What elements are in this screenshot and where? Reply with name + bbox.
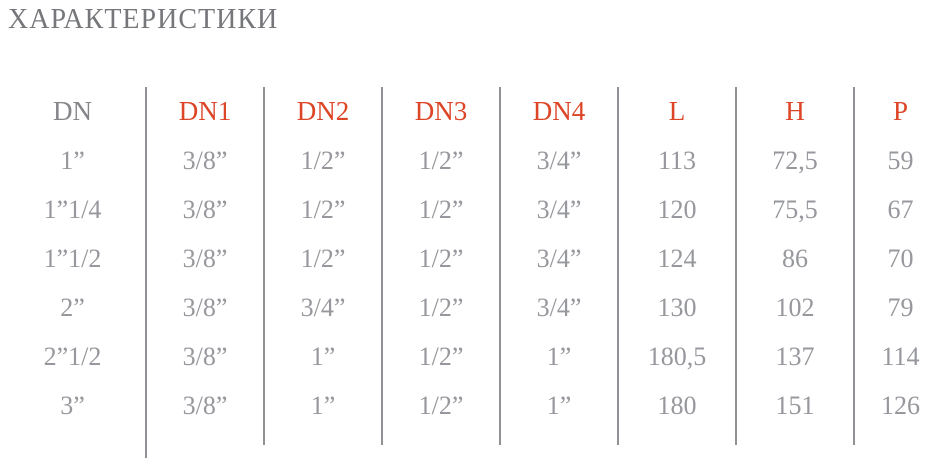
column-divider <box>853 430 946 445</box>
table-cell: 86 <box>735 234 853 283</box>
divider-spacer <box>0 430 145 445</box>
table-cell: 1” <box>60 145 85 175</box>
column-header-dn3: DN3 <box>381 87 499 136</box>
column-header-dn1: DN1 <box>145 87 263 136</box>
table-cell: 1/2” <box>381 234 499 283</box>
table-cell: 1/2” <box>263 136 381 185</box>
table-cell: 79 <box>853 283 946 332</box>
characteristics-table: DN DN1 DN2 DN3 DN4 L H P 1” 3/8” 1/2” 1/… <box>0 87 946 445</box>
table-cell: 3/8” <box>145 283 263 332</box>
table-cell: 3/4” <box>499 283 617 332</box>
table-cell: 3” <box>60 390 85 420</box>
column-divider <box>145 430 263 445</box>
table-cell: 3/4” <box>499 234 617 283</box>
table-cell: 3/4” <box>263 283 381 332</box>
column-header-h: H <box>735 87 853 136</box>
column-header-p: P <box>853 87 946 136</box>
table-cell: 1/2” <box>381 381 499 430</box>
column-header-l: L <box>617 87 735 136</box>
table-cell: 1/2” <box>263 234 381 283</box>
table-cell: 180,5 <box>617 332 735 381</box>
table-cell: 1” <box>499 381 617 430</box>
table-cell: 124 <box>617 234 735 283</box>
table-cell: 3/4” <box>499 185 617 234</box>
table-cell: 3/4” <box>499 136 617 185</box>
column-divider <box>263 430 381 445</box>
table-cell: 67 <box>853 185 946 234</box>
column-divider <box>735 430 853 445</box>
table-cell: 3/8” <box>145 381 263 430</box>
table-cell: 102 <box>735 283 853 332</box>
table-cell: 2” <box>60 292 85 322</box>
column-header-dn4: DN4 <box>499 87 617 136</box>
table-cell: 70 <box>853 234 946 283</box>
column-divider <box>499 430 617 445</box>
table-cell: 1” <box>263 332 381 381</box>
table-cell: 126 <box>853 381 946 430</box>
table-cell: 1”1/4 <box>43 194 102 224</box>
table-cell: 3/8” <box>145 234 263 283</box>
table-cell: 137 <box>735 332 853 381</box>
column-divider <box>145 445 147 458</box>
column-header-dn2: DN2 <box>263 87 381 136</box>
table-cell: 1/2” <box>263 185 381 234</box>
table-cell: 1” <box>499 332 617 381</box>
table-cell: 151 <box>735 381 853 430</box>
table-cell: 1” <box>263 381 381 430</box>
table-cell: 1/2” <box>381 185 499 234</box>
table-cell: 180 <box>617 381 735 430</box>
table-cell: 1/2” <box>381 136 499 185</box>
table-cell: 120 <box>617 185 735 234</box>
page-title: ХАРАКТЕРИСТИКИ <box>8 4 279 35</box>
table-cell: 3/8” <box>145 185 263 234</box>
table-cell: 1”1/2 <box>43 243 102 273</box>
column-divider <box>381 430 499 445</box>
table-cell: 75,5 <box>735 185 853 234</box>
table-cell: 113 <box>617 136 735 185</box>
table-cell: 1/2” <box>381 332 499 381</box>
table-cell: 59 <box>853 136 946 185</box>
table-cell: 114 <box>853 332 946 381</box>
table-cell: 130 <box>617 283 735 332</box>
table-cell: 3/8” <box>145 136 263 185</box>
table-cell: 1/2” <box>381 283 499 332</box>
column-header-dn: DN <box>53 96 92 126</box>
table-cell: 3/8” <box>145 332 263 381</box>
table-cell: 72,5 <box>735 136 853 185</box>
column-divider <box>617 430 735 445</box>
table-cell: 2”1/2 <box>43 341 102 371</box>
